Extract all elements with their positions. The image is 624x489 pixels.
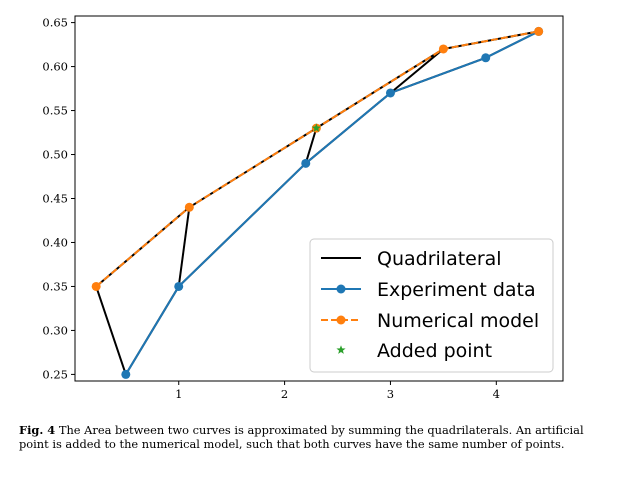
y-tick-label-6: 0.55 [42,104,68,118]
y-tick-label-1: 0.30 [42,323,68,337]
series-layer [91,26,544,379]
legend-box [309,238,554,373]
figure-caption: Fig. 4 The Area between two curves is ap… [19,423,609,451]
axes-layer: 1 2 3 4 0.25 0.30 0.35 0.40 0.45 0.50 0.55 0.60 0.65 [42,15,564,401]
experiment-data-point-4 [481,53,491,63]
y-tick-label-5: 0.50 [42,148,68,162]
legend-label-2: Numerical model [377,310,539,332]
numerical-model-point-0 [91,281,101,291]
x-tick-label-3: 4 [493,387,500,401]
caption-label: Fig. 4 [19,423,56,437]
y-tick-label-8: 0.65 [42,16,68,30]
chart: 1 2 3 4 0.25 0.30 0.35 0.40 0.45 0.50 0.55 0.60 0.65… [42,15,564,401]
legend-handle-numerical-marker [336,315,346,325]
y-tick-label-3: 0.40 [42,235,68,249]
experiment-data-point-3 [385,88,395,98]
numerical-model-point-3 [438,44,448,54]
experiment-data-line [124,30,540,375]
caption-text: The Area between two curves is approxima… [19,423,584,451]
quadrilateral-segment-1 [177,207,191,287]
y-tick-label-0: 0.25 [42,367,68,381]
experiment-data-point-0 [121,369,131,379]
numerical-model-point-4 [534,26,544,36]
legend-label-0: Quadrilateral [377,248,502,270]
legend-handle-added-point [336,345,346,354]
legend-label-3: Added point [377,340,492,362]
y-tick-label-2: 0.35 [42,279,68,293]
experiment-data-point-1 [174,281,184,291]
y-tick-label-7: 0.60 [42,60,68,74]
legend-handle-experiment-marker [336,284,346,294]
quadrilateral-segment-3 [389,48,445,94]
x-tick-label-1: 2 [281,387,288,401]
x-tick-label-2: 3 [387,387,394,401]
numerical-model-point-1 [184,202,194,212]
legend: Quadrilateral Experiment data Numerical mo… [309,238,554,373]
added-point-0 [311,123,321,133]
quadrilateral-segment-2 [304,127,318,164]
legend-label-1: Experiment data [377,279,536,301]
quadrilateral-segment-0 [95,286,127,375]
x-tick-label-0: 1 [175,387,182,401]
experiment-data-point-2 [301,158,311,168]
y-tick-label-4: 0.45 [42,192,68,206]
